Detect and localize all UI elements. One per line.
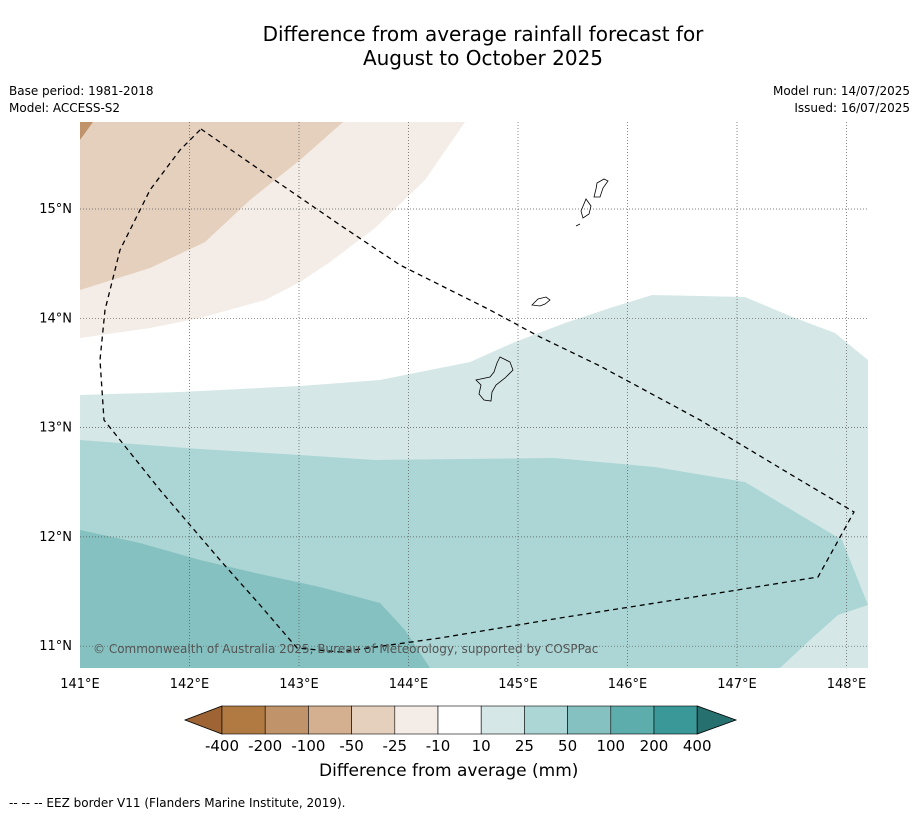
band-dry-strong [80,122,93,140]
colorbar-tick-label: -200 [248,737,282,755]
colorbar-tick-label: -10 [426,737,451,755]
lon-tick-label: 144°E [389,677,429,692]
lon-tick-label: 146°E [608,677,648,692]
guam-island [475,356,514,402]
latitude-labels: 15°N 14°N 13°N 12°N 11°N [39,202,72,654]
lat-tick-label: 14°N [39,311,72,326]
title-line-2: August to October 2025 [362,46,604,70]
band-dry-medium [80,122,343,290]
lon-tick-label: 148°E [827,677,867,692]
longitude-labels: 141°E 142°E 143°E 144°E 145°E 146°E 147°E 148°E [60,677,866,692]
copyright-text: © Commonwealth of Australia 2025, Bureau… [93,642,598,656]
colorbar-tick-label: -100 [291,737,325,755]
colorbar-swatch [351,705,396,735]
lat-tick-label: 11°N [39,639,72,654]
colorbar-swatch [567,705,612,735]
colorbar-swatch [394,705,439,735]
colorbar-swatch [264,705,309,735]
colorbar-tick-label: 25 [515,737,534,755]
lon-tick-label: 145°E [498,677,538,692]
lat-tick-label: 15°N [39,202,72,217]
issued-date: Issued: 16/07/2025 [794,101,910,115]
lon-tick-label: 142°E [170,677,210,692]
map-title: Difference from average rainfall forecas… [0,22,919,70]
colorbar-tick-label: 100 [596,737,625,755]
meta-right: Model run: 14/07/2025 Issued: 16/07/2025 [773,83,910,117]
colorbar-tick-label: 50 [558,737,577,755]
colorbar: -400 -200 -100 -50 -25 -10 10 25 50 100 200 400 [183,705,738,755]
colorbar-tick-label: -25 [383,737,408,755]
rainfall-contours [80,122,868,668]
base-period: Base period: 1981-2018 [9,84,154,98]
lon-tick-label: 143°E [279,677,319,692]
colorbar-tick-label: 400 [683,737,712,755]
lon-tick-label: 147°E [717,677,757,692]
lat-tick-label: 13°N [39,421,72,436]
colorbar-tick-label: 10 [472,737,491,755]
colorbar-extend-low [183,705,223,735]
colorbar-swatch [480,705,525,735]
colorbar-swatch [221,705,266,735]
tinian-island [580,198,592,219]
islands [475,178,609,402]
model-run: Model run: 14/07/2025 [772,84,910,98]
eez-border [99,128,855,653]
colorbar-swatch [524,705,568,735]
colorbar-tick-label: -400 [205,737,239,755]
title-line-1: Difference from average rainfall forecas… [262,22,704,46]
saipan-island [593,178,609,198]
colorbar-swatch [610,705,655,735]
colorbar-swatch [308,705,352,735]
lat-tick-label: 12°N [39,530,72,545]
colorbar-tick-label: 200 [640,737,669,755]
footer-note: -- -- -- EEZ border V11 (Flanders Marine… [9,796,346,810]
model-name: Model: ACCESS-S2 [9,101,121,115]
graticule [80,122,868,668]
colorbar-extend-high [696,705,738,735]
colorbar-swatch [437,705,482,735]
colorbar-tick-label: -50 [339,737,364,755]
aguijan-island [575,223,581,227]
colorbar-swatch [653,705,698,735]
rota-island [531,296,551,307]
meta-left: Base period: 1981-2018 Model: ACCESS-S2 [9,83,154,117]
colorbar-title: Difference from average (mm) [319,761,579,781]
lon-tick-label: 141°E [60,677,100,692]
